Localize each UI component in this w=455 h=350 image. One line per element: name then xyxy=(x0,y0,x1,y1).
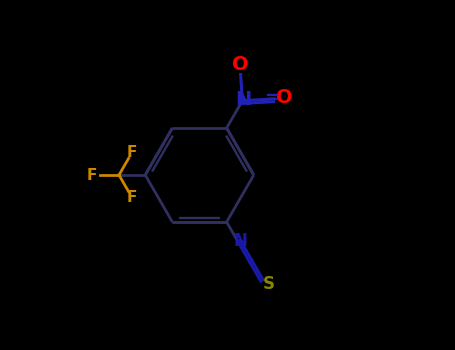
Text: S: S xyxy=(263,275,274,293)
Text: F: F xyxy=(127,145,137,160)
Text: F: F xyxy=(127,190,137,205)
Text: =: = xyxy=(265,89,280,107)
Text: N: N xyxy=(235,90,252,109)
Text: O: O xyxy=(276,88,293,107)
Text: O: O xyxy=(233,55,249,74)
Text: N: N xyxy=(234,232,248,250)
Text: F: F xyxy=(87,168,97,182)
